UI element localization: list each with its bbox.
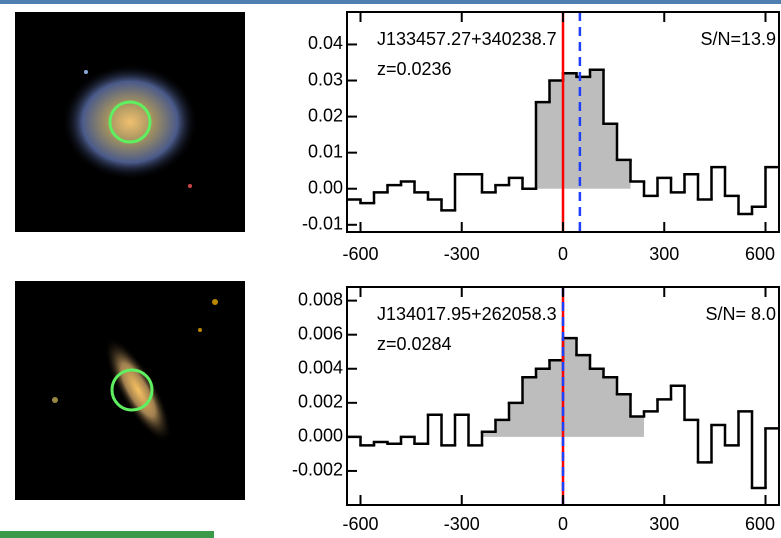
y-tick-label: 0.004 xyxy=(298,358,343,378)
signal-to-noise: S/N=13.9 xyxy=(700,29,776,49)
x-tick-label: 600 xyxy=(745,244,775,264)
x-tick-label: 0 xyxy=(558,514,568,534)
plot-area xyxy=(347,287,779,505)
galaxy-image xyxy=(15,281,245,500)
step-connector xyxy=(359,69,767,214)
shaded-bin xyxy=(482,431,496,437)
shaded-bin xyxy=(536,368,550,437)
shaded-bin xyxy=(536,102,550,189)
y-tick-label: 0.006 xyxy=(298,323,343,343)
y-tick-label: 0.008 xyxy=(298,289,343,309)
shaded-bin xyxy=(630,416,644,437)
shaded-bin xyxy=(495,419,509,437)
x-tick-label: -600 xyxy=(342,244,378,264)
shaded-bin xyxy=(590,368,604,437)
y-tick-label: 0.01 xyxy=(308,141,343,161)
y-tick-label: 0.00 xyxy=(308,177,343,197)
shaded-bin xyxy=(617,159,631,189)
shaded-bin xyxy=(576,76,590,189)
signal-to-noise: S/N= 8.0 xyxy=(705,304,776,324)
shaded-bin xyxy=(563,338,577,437)
plot-area xyxy=(347,12,779,232)
top-bar xyxy=(0,0,781,4)
shaded-bin xyxy=(563,73,577,189)
x-tick-label: -300 xyxy=(444,514,480,534)
x-tick-label: 300 xyxy=(649,244,679,264)
y-tick-label: 0.002 xyxy=(298,392,343,412)
shaded-bin xyxy=(509,402,523,437)
shaded-bin xyxy=(522,377,536,437)
galaxy-image xyxy=(15,12,245,232)
shaded-bin xyxy=(617,394,631,437)
object-name: J133457.27+340238.7 xyxy=(377,29,557,49)
shaded-bin xyxy=(590,69,604,189)
redshift: z=0.0284 xyxy=(377,334,452,354)
bottom-bar xyxy=(0,531,214,538)
object-name: J134017.95+262058.3 xyxy=(377,304,557,324)
y-tick-label: -0.002 xyxy=(292,460,343,480)
shaded-bin xyxy=(549,80,563,189)
x-tick-label: 0 xyxy=(558,244,568,264)
x-tick-label: -600 xyxy=(342,514,378,534)
y-tick-label: 0.02 xyxy=(308,105,343,125)
y-tick-label: 0.03 xyxy=(308,69,343,89)
redshift: z=0.0236 xyxy=(377,59,452,79)
y-tick-label: 0.04 xyxy=(308,33,343,53)
y-tick-label: 0.000 xyxy=(298,426,343,446)
shaded-bin xyxy=(576,355,590,437)
y-tick-label: -0.01 xyxy=(302,214,343,234)
shaded-bin xyxy=(603,377,617,437)
shaded-bin xyxy=(603,123,617,189)
shaded-bin xyxy=(549,360,563,437)
x-tick-label: -300 xyxy=(444,244,480,264)
x-tick-label: 600 xyxy=(745,514,775,534)
step-connector xyxy=(359,338,767,488)
x-tick-label: 300 xyxy=(649,514,679,534)
